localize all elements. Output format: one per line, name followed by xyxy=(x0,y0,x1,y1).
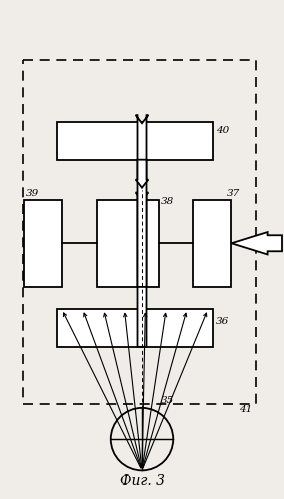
Polygon shape xyxy=(231,232,282,254)
Text: 41: 41 xyxy=(239,405,252,414)
Text: 38: 38 xyxy=(161,197,174,206)
Polygon shape xyxy=(136,115,148,287)
Text: 39: 39 xyxy=(26,189,39,198)
Text: 35: 35 xyxy=(161,396,174,405)
Bar xyxy=(24,200,62,287)
Text: 36: 36 xyxy=(216,317,229,326)
Text: Фиг. 3: Фиг. 3 xyxy=(120,474,164,488)
Bar xyxy=(57,309,213,347)
Polygon shape xyxy=(136,160,148,188)
Text: 40: 40 xyxy=(216,126,229,136)
Bar xyxy=(193,200,231,287)
Bar xyxy=(97,200,159,287)
Text: 37: 37 xyxy=(226,189,240,198)
Bar xyxy=(57,122,213,160)
Bar xyxy=(23,60,256,404)
Polygon shape xyxy=(136,193,148,347)
